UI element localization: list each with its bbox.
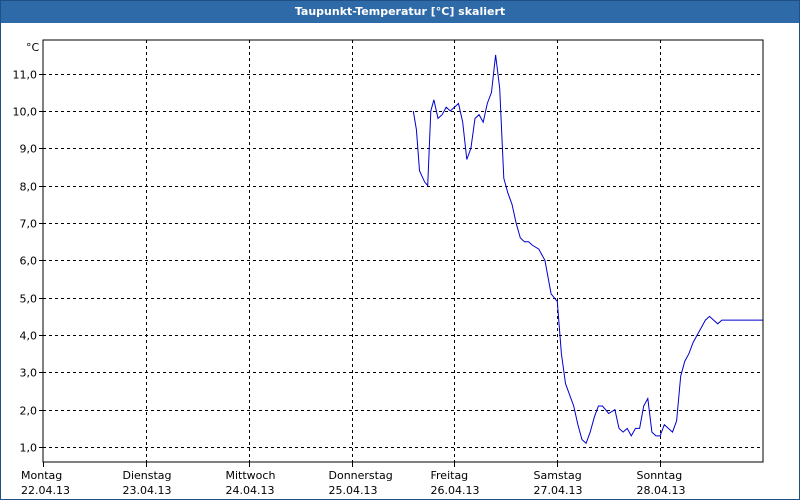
x-tick-label-date: 22.04.13	[21, 484, 70, 497]
y-tick-label: 4,0	[20, 330, 38, 343]
y-tick-label: 1,0	[20, 442, 38, 455]
y-tick-label: 3,0	[20, 367, 38, 380]
y-tick-label: 10,0	[13, 106, 38, 119]
x-tick-label-date: 26.04.13	[431, 484, 480, 497]
y-tick-label: 8,0	[20, 181, 38, 194]
y-tick-label: 6,0	[20, 255, 38, 268]
y-tick-label: 9,0	[20, 143, 38, 156]
x-tick-label-date: 23.04.13	[123, 484, 172, 497]
x-tick-label-weekday: Freitag	[431, 469, 469, 482]
x-tick-label-date: 25.04.13	[329, 484, 378, 497]
axes: 1,0 2,0 3,0 4,0 5,0 6,0 7,0 8,0 9,0 10,0 11,0 Monta…	[13, 39, 764, 497]
y-axis-unit-label: °C	[26, 41, 40, 54]
line-chart: 1,0 2,0 3,0 4,0 5,0 6,0 7,0 8,0 9,0 10,0 11,0 Monta…	[13, 39, 764, 497]
x-tick-label-weekday: Mittwoch	[226, 469, 276, 482]
x-tick-label-weekday: Samstag	[534, 469, 582, 482]
x-tick-label-weekday: Donnerstag	[329, 469, 393, 482]
series-line	[412, 54, 763, 445]
y-tick-label: 5,0	[20, 293, 38, 306]
y-tick-label: 11,0	[13, 69, 38, 82]
x-tick-label-date: 24.04.13	[226, 484, 275, 497]
x-tick-label-weekday: Sonntag	[637, 469, 683, 482]
x-tick-label-weekday: Montag	[21, 469, 62, 482]
x-tick-label-date: 27.04.13	[534, 484, 583, 497]
series-layer	[412, 54, 763, 445]
x-tick-label-weekday: Dienstag	[123, 469, 172, 482]
plot-area-border	[42, 39, 764, 463]
chart-title: Taupunkt-Temperatur [°C] skaliert	[1, 1, 799, 23]
x-tick-label-date: 28.04.13	[637, 484, 686, 497]
y-tick-label: 7,0	[20, 218, 38, 231]
grid	[43, 40, 763, 462]
y-tick-label: 2,0	[20, 405, 38, 418]
